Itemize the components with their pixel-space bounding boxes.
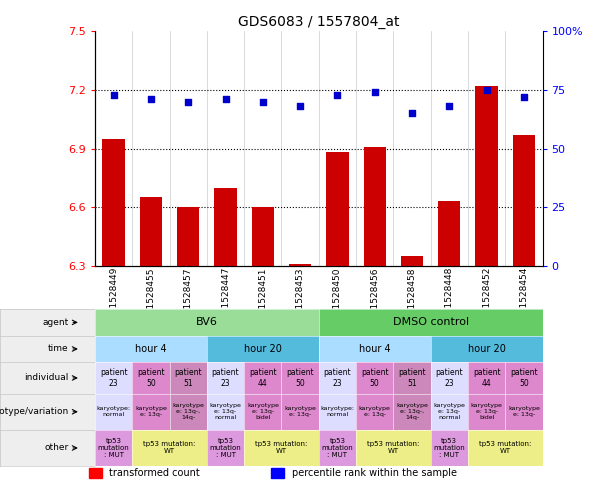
Text: karyotype
e: 13q-
bidel: karyotype e: 13q- bidel — [471, 403, 503, 420]
Point — [183, 98, 193, 106]
Text: hour 4: hour 4 — [135, 344, 167, 354]
Text: karyotype
e: 13q-
bidel: karyotype e: 13q- bidel — [247, 403, 279, 420]
Text: BV6: BV6 — [196, 317, 218, 327]
Point — [258, 98, 268, 106]
Text: karyotype:
normal: karyotype: normal — [321, 406, 354, 417]
Text: hour 4: hour 4 — [359, 344, 390, 354]
Text: karyotype:
normal: karyotype: normal — [97, 406, 131, 417]
Text: patient
23: patient 23 — [435, 368, 463, 388]
Text: tp53
mutation
: MUT: tp53 mutation : MUT — [433, 438, 465, 458]
Text: patient
44: patient 44 — [249, 368, 276, 388]
Text: karyotype
e: 13q-,
14q-: karyotype e: 13q-, 14q- — [396, 403, 428, 420]
Text: patient
23: patient 23 — [211, 368, 239, 388]
Text: tp53
mutation
: MUT: tp53 mutation : MUT — [322, 438, 353, 458]
Text: patient
23: patient 23 — [324, 368, 351, 388]
Point — [407, 110, 417, 117]
Point — [370, 88, 379, 96]
Bar — [364, 146, 386, 266]
Text: patient
50: patient 50 — [361, 368, 389, 388]
Text: agent: agent — [42, 318, 69, 327]
Point — [109, 91, 118, 99]
Bar — [401, 256, 423, 266]
Text: karyotype
e: 13q-: karyotype e: 13q- — [284, 406, 316, 417]
Text: karyotype
e: 13q-: karyotype e: 13q- — [508, 406, 540, 417]
Point — [482, 86, 492, 94]
Text: percentile rank within the sample: percentile rank within the sample — [292, 469, 457, 478]
Bar — [177, 207, 199, 266]
Text: other: other — [44, 443, 69, 453]
Bar — [289, 264, 311, 266]
Point — [295, 102, 305, 110]
Text: DMSO control: DMSO control — [392, 317, 469, 327]
Text: karyotype
e: 13q-
normal: karyotype e: 13q- normal — [210, 403, 242, 420]
Text: individual: individual — [24, 373, 69, 383]
Point — [146, 96, 156, 103]
Bar — [215, 187, 237, 266]
Text: karyotype
e: 13q-,
14q-: karyotype e: 13q-, 14q- — [172, 403, 204, 420]
Bar — [512, 135, 535, 266]
Text: tp53 mutation:
WT: tp53 mutation: WT — [255, 441, 308, 455]
Text: patient
44: patient 44 — [473, 368, 500, 388]
Text: tp53 mutation:
WT: tp53 mutation: WT — [143, 441, 196, 455]
Point — [519, 93, 529, 101]
Point — [332, 91, 342, 99]
Text: tp53 mutation:
WT: tp53 mutation: WT — [367, 441, 419, 455]
Bar — [102, 139, 125, 266]
Text: time: time — [48, 344, 69, 354]
Bar — [89, 469, 102, 478]
Text: patient
50: patient 50 — [137, 368, 165, 388]
Bar — [271, 469, 284, 478]
Point — [444, 102, 454, 110]
Bar — [326, 153, 349, 266]
Bar — [438, 201, 460, 266]
Text: patient
51: patient 51 — [175, 368, 202, 388]
Text: genotype/variation: genotype/variation — [0, 407, 69, 416]
Bar — [140, 198, 162, 266]
Text: karyotype
e: 13q-: karyotype e: 13q- — [135, 406, 167, 417]
Bar — [476, 86, 498, 266]
Text: patient
51: patient 51 — [398, 368, 426, 388]
Text: tp53
mutation
: MUT: tp53 mutation : MUT — [210, 438, 242, 458]
Text: patient
50: patient 50 — [510, 368, 538, 388]
Text: patient
23: patient 23 — [100, 368, 128, 388]
Text: patient
50: patient 50 — [286, 368, 314, 388]
Text: tp53
mutation
: MUT: tp53 mutation : MUT — [98, 438, 129, 458]
Text: transformed count: transformed count — [109, 469, 200, 478]
Title: GDS6083 / 1557804_at: GDS6083 / 1557804_at — [238, 15, 400, 29]
Bar — [252, 207, 274, 266]
Point — [221, 96, 230, 103]
Text: karyotype
e: 13q-
normal: karyotype e: 13q- normal — [433, 403, 465, 420]
Text: karyotype
e: 13q-: karyotype e: 13q- — [359, 406, 390, 417]
Text: tp53 mutation:
WT: tp53 mutation: WT — [479, 441, 531, 455]
Text: hour 20: hour 20 — [468, 344, 506, 354]
Text: hour 20: hour 20 — [244, 344, 282, 354]
